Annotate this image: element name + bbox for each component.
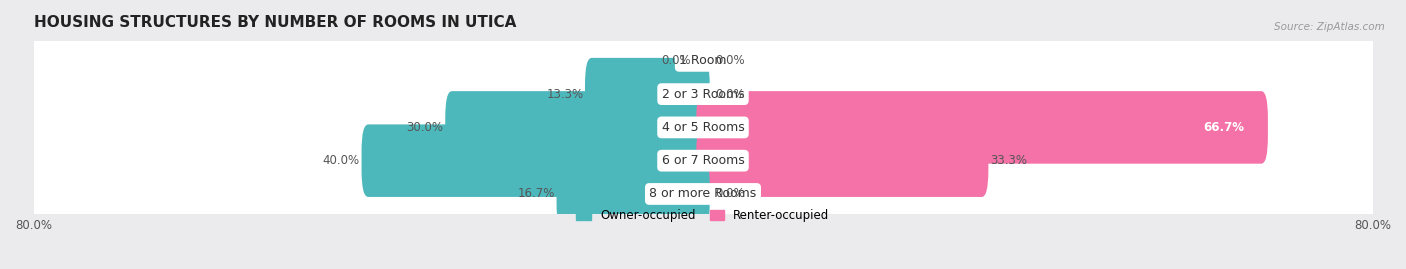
- Text: 6 or 7 Rooms: 6 or 7 Rooms: [662, 154, 744, 167]
- FancyBboxPatch shape: [361, 124, 710, 197]
- FancyBboxPatch shape: [446, 91, 710, 164]
- FancyBboxPatch shape: [21, 0, 1385, 124]
- FancyBboxPatch shape: [21, 64, 1385, 191]
- Text: 0.0%: 0.0%: [716, 88, 745, 101]
- Text: 0.0%: 0.0%: [661, 54, 690, 67]
- Text: 8 or more Rooms: 8 or more Rooms: [650, 187, 756, 200]
- FancyBboxPatch shape: [585, 58, 710, 130]
- FancyBboxPatch shape: [557, 158, 710, 230]
- FancyBboxPatch shape: [21, 31, 1385, 158]
- Text: 4 or 5 Rooms: 4 or 5 Rooms: [662, 121, 744, 134]
- Text: 40.0%: 40.0%: [323, 154, 360, 167]
- Text: 0.0%: 0.0%: [716, 54, 745, 67]
- Text: HOUSING STRUCTURES BY NUMBER OF ROOMS IN UTICA: HOUSING STRUCTURES BY NUMBER OF ROOMS IN…: [34, 15, 516, 30]
- Legend: Owner-occupied, Renter-occupied: Owner-occupied, Renter-occupied: [576, 209, 830, 222]
- Text: 33.3%: 33.3%: [990, 154, 1026, 167]
- FancyBboxPatch shape: [696, 124, 988, 197]
- Text: 1 Room: 1 Room: [679, 54, 727, 67]
- Text: 30.0%: 30.0%: [406, 121, 443, 134]
- Text: 66.7%: 66.7%: [1204, 121, 1244, 134]
- Text: 0.0%: 0.0%: [716, 187, 745, 200]
- FancyBboxPatch shape: [696, 91, 1268, 164]
- FancyBboxPatch shape: [21, 97, 1385, 224]
- Text: 2 or 3 Rooms: 2 or 3 Rooms: [662, 88, 744, 101]
- Text: 13.3%: 13.3%: [546, 88, 583, 101]
- FancyBboxPatch shape: [21, 130, 1385, 257]
- Text: Source: ZipAtlas.com: Source: ZipAtlas.com: [1274, 22, 1385, 31]
- Text: 16.7%: 16.7%: [517, 187, 555, 200]
